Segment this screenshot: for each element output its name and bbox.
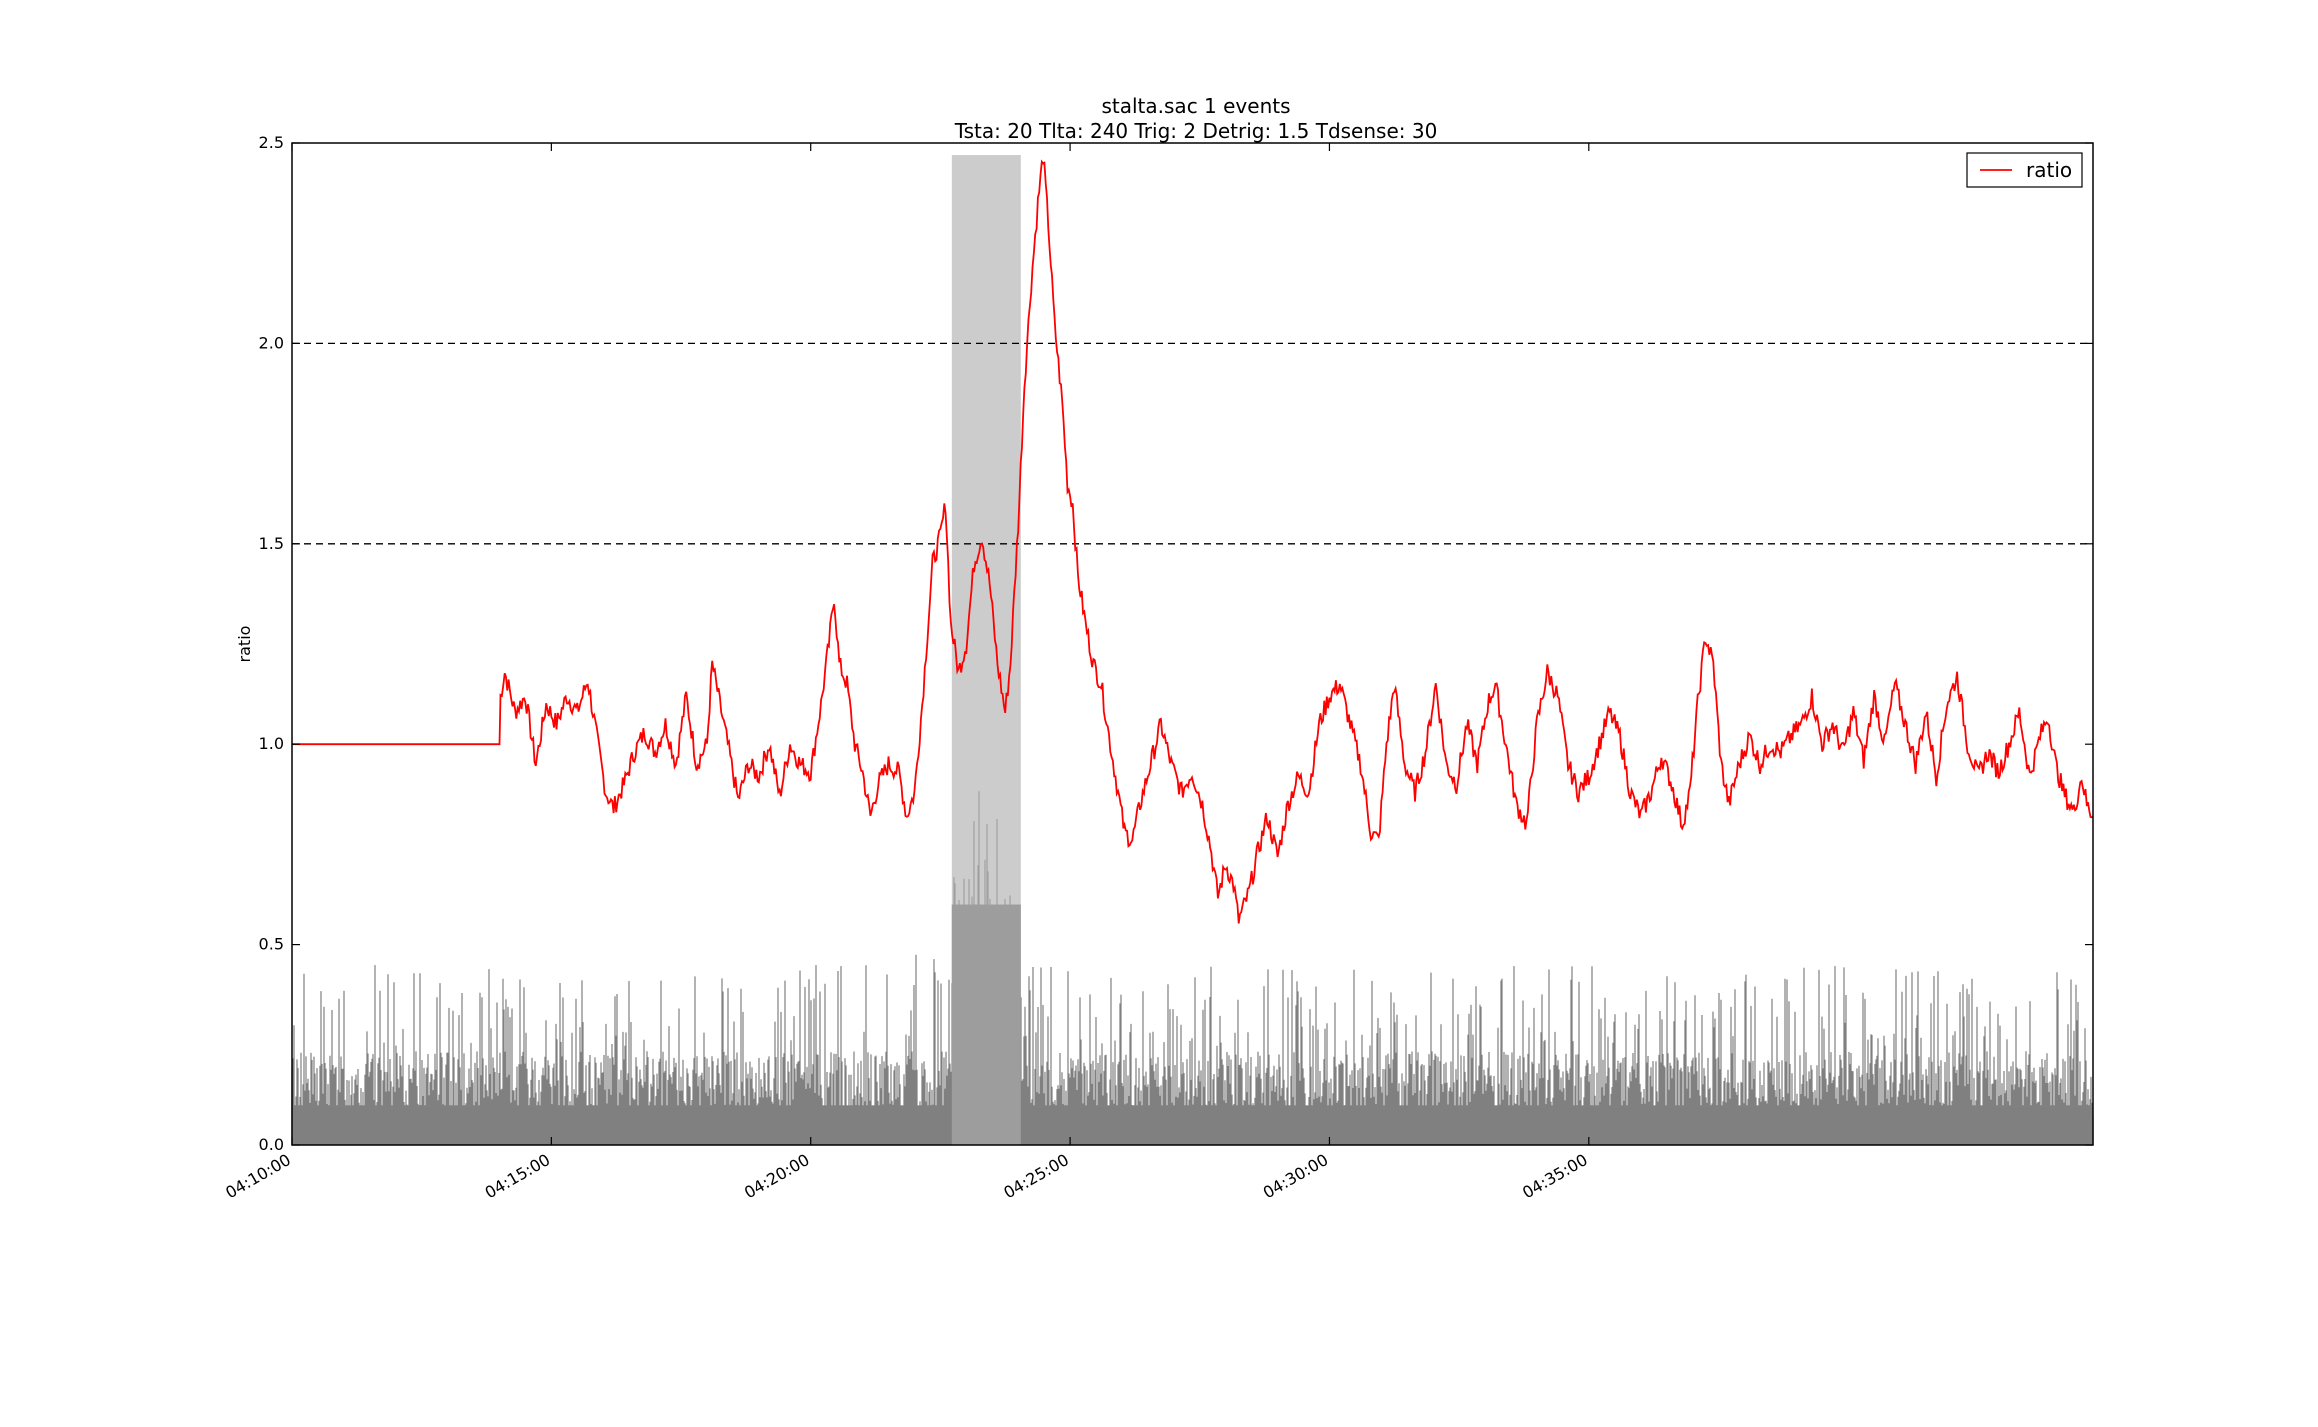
chart-subtitle: Tsta: 20 Tlta: 240 Trig: 2 Detrig: 1.5 T… <box>954 119 1438 143</box>
x-tick-label-5: 04:35:00 <box>1519 1150 1591 1202</box>
x-tick-label-0: 04:10:00 <box>222 1150 294 1202</box>
plot-background <box>292 143 2093 1145</box>
x-tick-label-2: 04:20:00 <box>741 1150 813 1202</box>
amplitude-trace <box>291 791 2094 1145</box>
amplitude-baseline-fill <box>292 1105 2093 1145</box>
x-tick-label-4: 04:30:00 <box>1260 1150 1332 1202</box>
x-tick-label-1: 04:15:00 <box>482 1150 554 1202</box>
y-tick-label-1: 0.5 <box>259 935 284 954</box>
chart-title: stalta.sac 1 events <box>1101 94 1290 118</box>
event-window-highlight <box>951 155 1021 1146</box>
plot-area <box>291 142 2094 1146</box>
y-tick-label-0: 0.0 <box>259 1135 284 1154</box>
y-tick-label-5: 2.5 <box>259 133 284 152</box>
legend: ratio <box>1966 152 2083 188</box>
y-axis: 0.0 0.5 1.0 1.5 2.0 2.5 <box>259 133 2093 1154</box>
y-axis-label: ratio <box>235 626 254 663</box>
legend-label-ratio: ratio <box>2026 158 2072 182</box>
y-tick-label-2: 1.0 <box>259 734 284 753</box>
plot-frame <box>291 142 2094 1146</box>
y-tick-label-3: 1.5 <box>259 534 284 553</box>
ratio-line <box>292 159 2094 924</box>
y-tick-label-4: 2.0 <box>259 333 284 352</box>
x-tick-label-3: 04:25:00 <box>1000 1150 1072 1202</box>
threshold-lines <box>292 342 2093 545</box>
